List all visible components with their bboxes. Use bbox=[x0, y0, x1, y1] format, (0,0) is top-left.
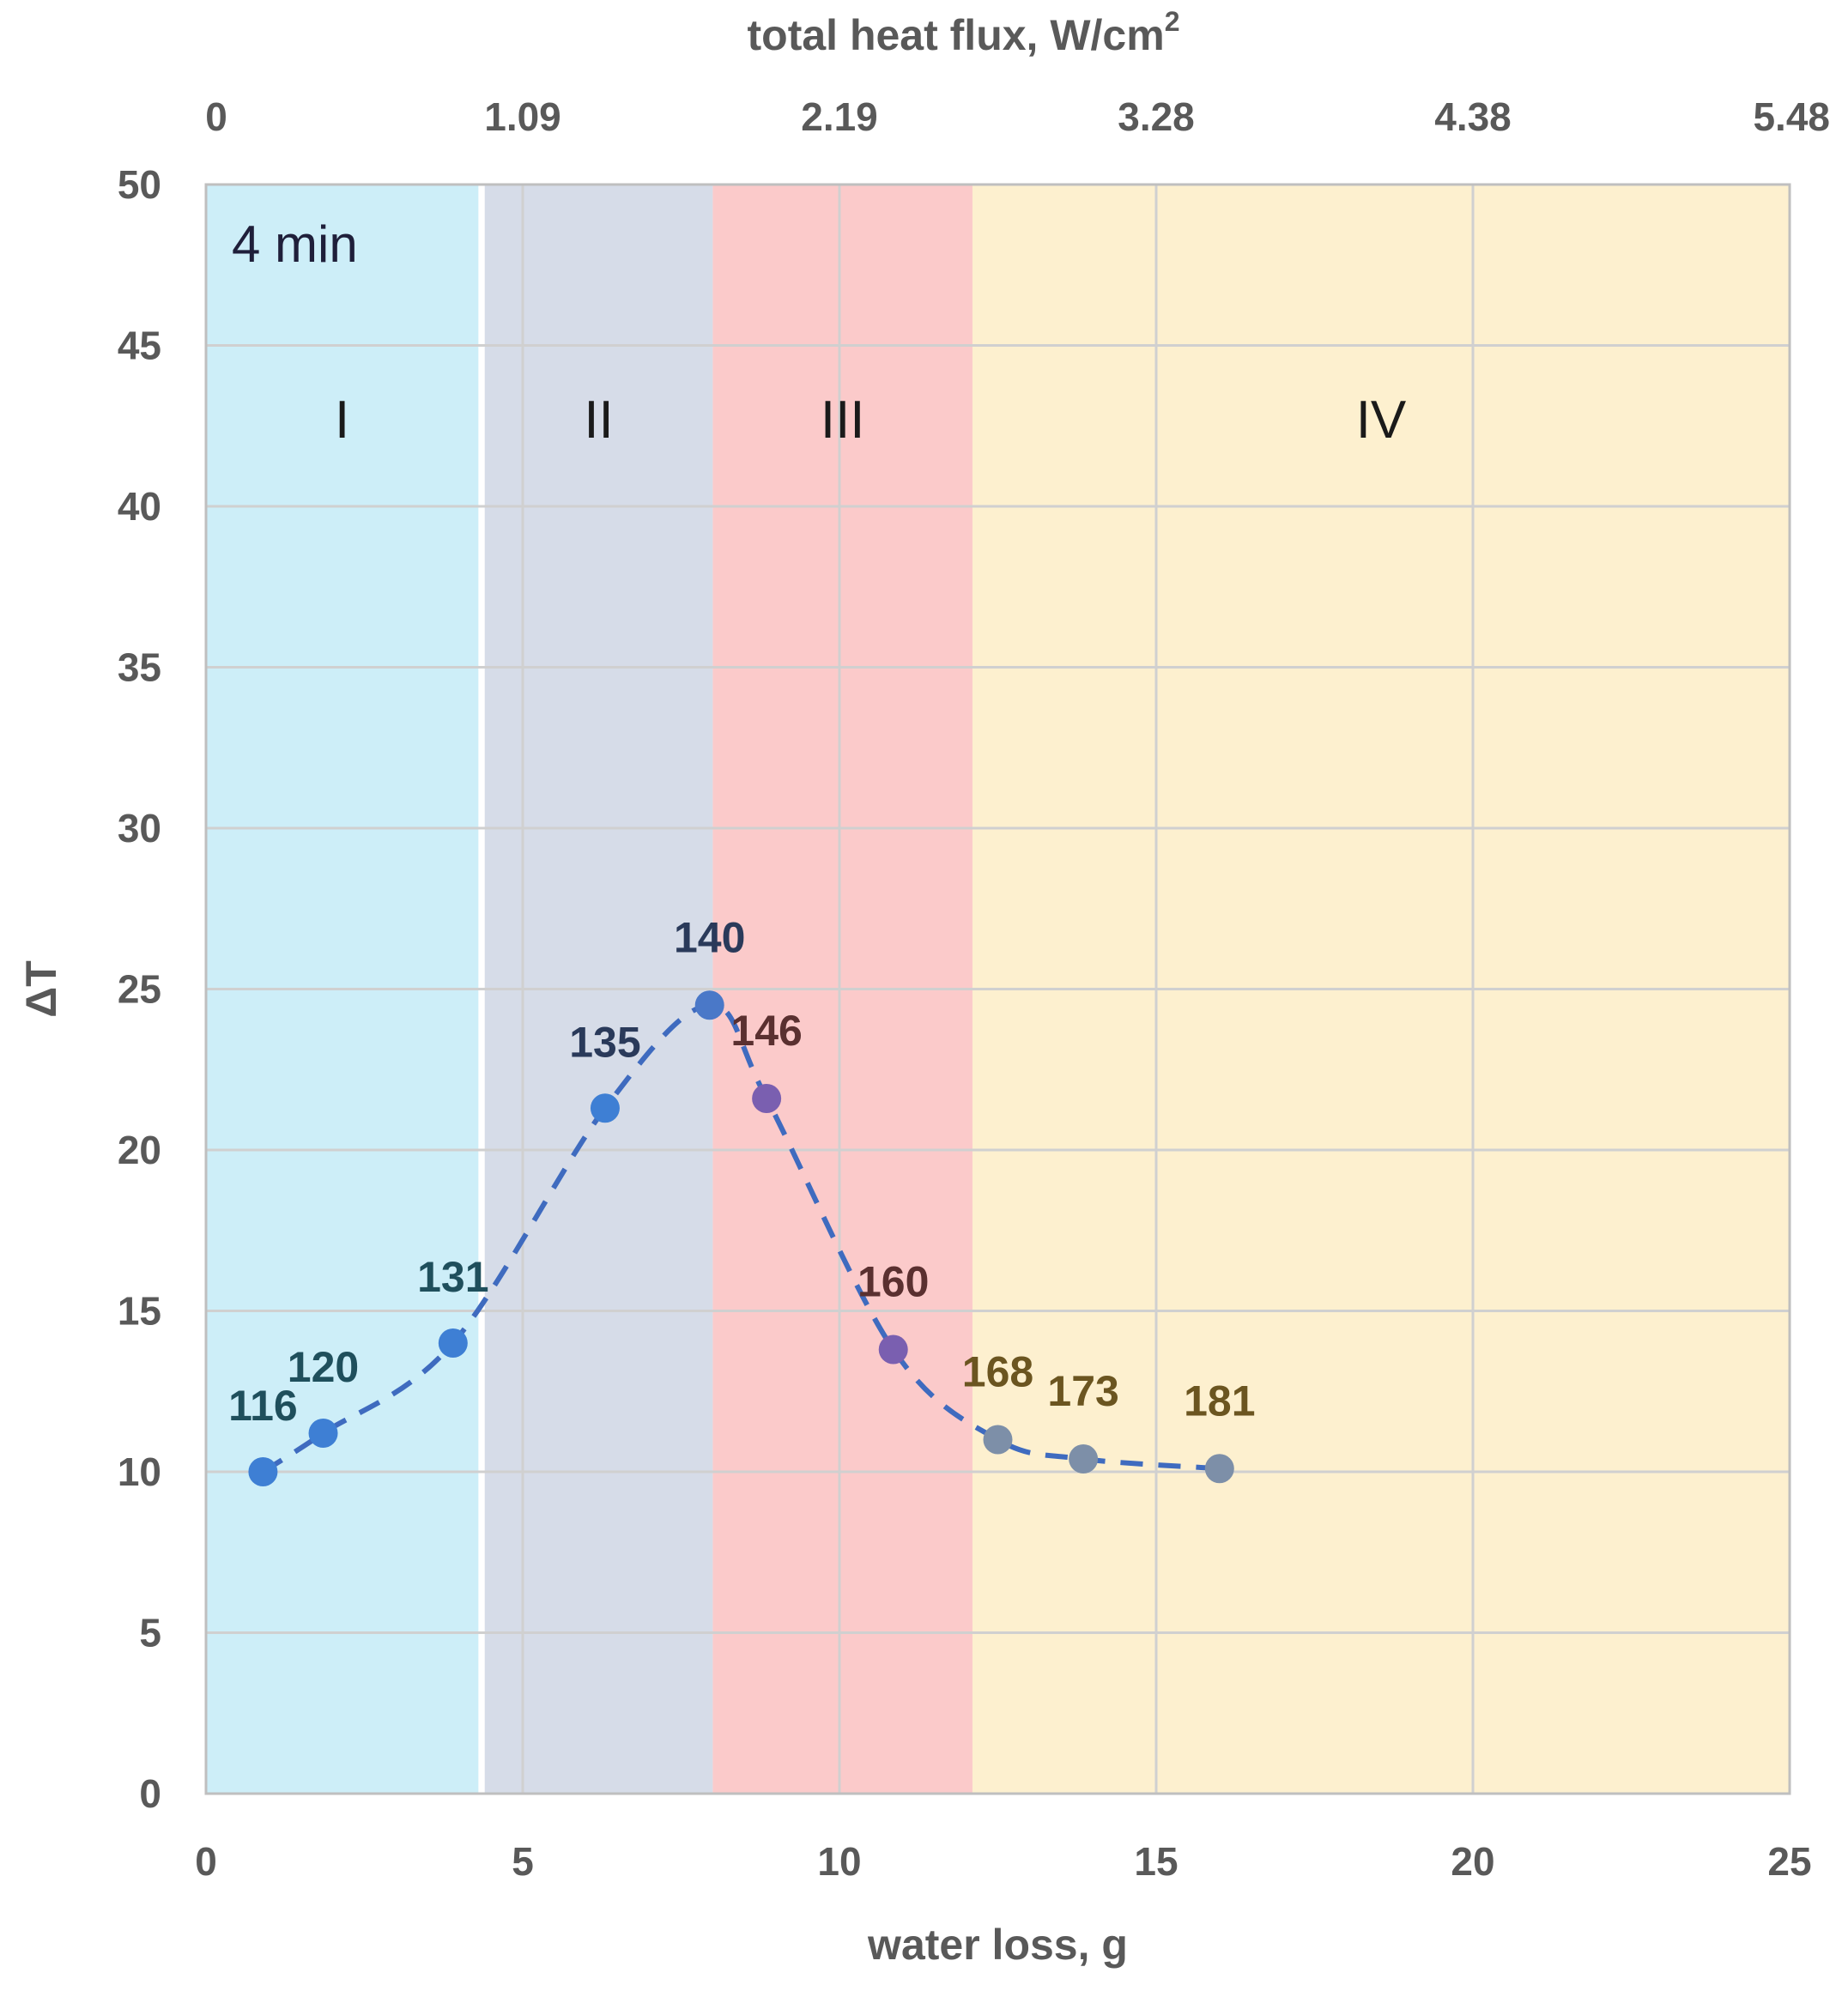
data-label: 131 bbox=[417, 1253, 488, 1301]
y-tick-label: 30 bbox=[118, 806, 161, 850]
data-label: 181 bbox=[1184, 1377, 1255, 1425]
region-label-i: I bbox=[335, 390, 349, 450]
x-tick-label: 5 bbox=[512, 1839, 534, 1884]
x-tick-label: 15 bbox=[1134, 1839, 1178, 1884]
plot-border bbox=[204, 183, 1791, 1795]
data-label: 173 bbox=[1047, 1367, 1118, 1415]
region-label-ii: II bbox=[584, 390, 613, 450]
top-axis-title-text: total heat flux, W/cm bbox=[748, 11, 1165, 59]
top-tick-labels: 0 1.09 2.19 3.28 4.38 5.48 bbox=[205, 94, 1830, 139]
y-tick-label: 35 bbox=[118, 645, 161, 690]
y-tick-label: 40 bbox=[118, 484, 161, 529]
top-tick-label: 1.09 bbox=[484, 94, 561, 139]
top-tick-label: 3.28 bbox=[1118, 94, 1195, 139]
x-axis-title: water loss, g bbox=[867, 1921, 1128, 1969]
data-label: 135 bbox=[569, 1018, 640, 1066]
data-label: 168 bbox=[962, 1348, 1033, 1396]
series-line bbox=[261, 1002, 1221, 1474]
y-tick-label: 50 bbox=[118, 162, 161, 207]
annotation-4-min: 4 min bbox=[232, 215, 358, 273]
data-label: 146 bbox=[730, 1007, 802, 1055]
x-tick-label: 25 bbox=[1767, 1839, 1811, 1884]
x-tick-labels: 0 5 10 15 20 25 bbox=[195, 1839, 1811, 1884]
data-point bbox=[438, 1328, 468, 1358]
y-tick-label: 20 bbox=[118, 1128, 161, 1172]
y-tick-labels: 0 5 10 15 20 25 30 35 40 45 50 bbox=[118, 162, 161, 1816]
y-tick-label: 5 bbox=[139, 1611, 161, 1655]
y-tick-label: 25 bbox=[118, 967, 161, 1012]
top-tick-label: 2.19 bbox=[801, 94, 878, 139]
top-tick-label: 5.48 bbox=[1753, 94, 1830, 139]
data-label: 120 bbox=[288, 1343, 359, 1391]
data-point bbox=[590, 1093, 620, 1123]
data-point bbox=[878, 1334, 908, 1365]
x-tick-label: 10 bbox=[817, 1839, 861, 1884]
x-tick-label: 20 bbox=[1451, 1839, 1494, 1884]
y-tick-label: 45 bbox=[118, 324, 161, 368]
x-tick-label: 0 bbox=[195, 1839, 217, 1884]
data-point bbox=[1069, 1444, 1099, 1474]
top-axis-title-superscript: 2 bbox=[1165, 6, 1180, 37]
data-label: 140 bbox=[674, 913, 745, 961]
y-tick-label: 0 bbox=[139, 1771, 161, 1816]
data-label: 160 bbox=[857, 1258, 929, 1306]
y-axis-title: ΔT bbox=[17, 960, 65, 1017]
y-tick-label: 15 bbox=[118, 1289, 161, 1334]
region-label-iv: IV bbox=[1356, 390, 1407, 450]
data-point bbox=[248, 1457, 278, 1486]
data-point bbox=[983, 1425, 1013, 1455]
top-tick-label: 4.38 bbox=[1434, 94, 1512, 139]
data-point bbox=[1204, 1454, 1234, 1484]
data-point bbox=[308, 1419, 338, 1448]
region-label-iii: III bbox=[821, 390, 865, 450]
top-tick-label: 0 bbox=[205, 94, 227, 139]
top-axis-title: total heat flux, W/cm2 bbox=[748, 6, 1180, 59]
data-point bbox=[694, 990, 724, 1020]
y-tick-label: 10 bbox=[118, 1449, 161, 1494]
data-point bbox=[752, 1084, 782, 1113]
data-label: 116 bbox=[228, 1382, 298, 1430]
region-labels: I II III IV bbox=[335, 390, 1407, 450]
